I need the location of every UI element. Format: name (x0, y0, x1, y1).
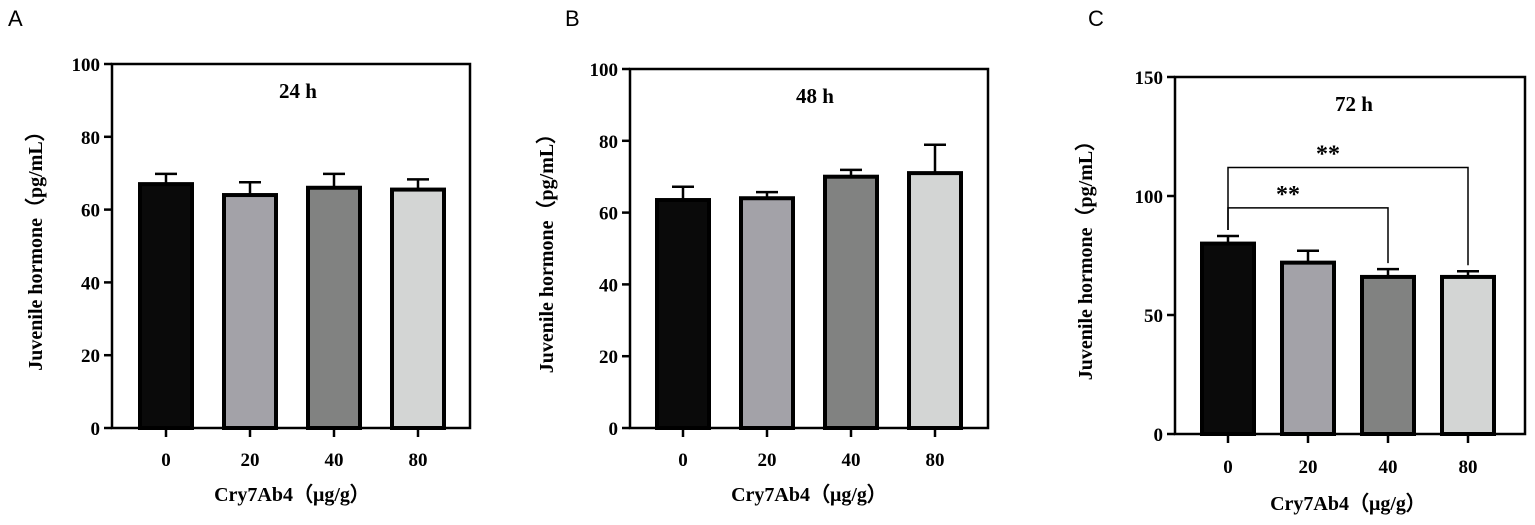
y-axis-title: Juvenile hormone（pg/mL） (1074, 131, 1097, 380)
x-tick-label: 40 (842, 450, 861, 471)
x-tick-label: 0 (161, 450, 171, 471)
bar-40 (1360, 274, 1416, 437)
chart-title: 72 h (1335, 92, 1373, 116)
y-tick-label: 150 (1135, 68, 1164, 89)
x-axis-title: Cry7Ab4（μg/g） (1270, 492, 1426, 515)
y-tick-label: 40 (81, 273, 100, 294)
significance-label: ** (1276, 182, 1300, 208)
bar-0 (1200, 241, 1256, 436)
bar-20 (222, 193, 278, 430)
x-tick-label: 80 (926, 450, 945, 471)
x-axis-title: Cry7Ab4（μg/g） (731, 483, 887, 506)
x-tick-label: 40 (1379, 457, 1398, 478)
bar-80 (390, 187, 446, 430)
panel-letter: A (8, 6, 23, 31)
panel-letter: B (565, 6, 580, 31)
bar-40 (306, 185, 362, 430)
x-axis-title: Cry7Ab4（μg/g） (214, 483, 370, 506)
significance-bracket (1227, 166, 1469, 266)
bar-0 (655, 198, 711, 430)
x-tick-label: 20 (758, 450, 777, 471)
y-tick-label: 40 (599, 275, 618, 296)
bar-80 (1440, 274, 1496, 437)
x-tick-label: 20 (1299, 457, 1318, 478)
y-tick-label: 60 (81, 201, 100, 222)
bar-40 (823, 174, 879, 430)
bar-0 (138, 182, 194, 430)
y-tick-label: 100 (1135, 187, 1164, 208)
y-axis-title: Juvenile hormone（pg/mL） (24, 121, 47, 370)
y-tick-label: 80 (81, 128, 100, 149)
x-tick-label: 0 (1223, 457, 1233, 478)
y-tick-label: 20 (81, 346, 100, 367)
y-tick-label: 50 (1144, 306, 1163, 327)
y-tick-label: 0 (91, 419, 101, 440)
y-tick-label: 100 (72, 55, 101, 76)
plot-frame (1173, 75, 1527, 436)
chart-title: 48 h (796, 84, 834, 108)
significance-label: ** (1316, 141, 1340, 167)
chart-panel-a: A 0 20 40 60 80 100 0 20 40 80 24 h Cry7Ab4（μg/g） Juv… (8, 6, 472, 506)
y-tick-label: 100 (590, 60, 619, 81)
y-tick-label: 0 (609, 419, 619, 440)
chart-panel-c: C 0 50 100 150 0 20 40 80 72 h Cry7Ab4（μg/g） Juveni… (1074, 6, 1527, 515)
plot-frame (628, 67, 990, 430)
y-tick-label: 80 (599, 132, 618, 153)
chart-panel-b: B 0 20 40 60 80 100 0 20 40 80 48 h Cry7Ab4（μg/g） Juv… (535, 6, 990, 506)
chart-title: 24 h (279, 79, 317, 103)
y-tick-label: 60 (599, 204, 618, 225)
x-tick-label: 80 (409, 450, 428, 471)
bar-20 (739, 196, 795, 430)
x-tick-label: 20 (241, 450, 260, 471)
bar-20 (1280, 260, 1336, 437)
y-tick-label: 0 (1154, 425, 1164, 446)
y-axis-title: Juvenile hormone（pg/mL） (535, 124, 558, 373)
plot-frame (110, 62, 472, 430)
x-tick-label: 0 (678, 450, 688, 471)
x-tick-label: 80 (1459, 457, 1478, 478)
y-tick-label: 20 (599, 347, 618, 368)
x-tick-label: 40 (325, 450, 344, 471)
panel-letter: C (1088, 6, 1104, 31)
bar-80 (907, 171, 963, 430)
